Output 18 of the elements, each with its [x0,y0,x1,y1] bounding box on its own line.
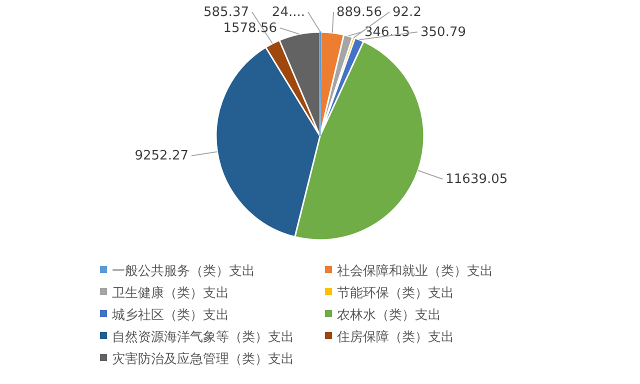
legend-label: 农林水（类）支出 [337,308,441,323]
legend-label: 住房保障（类）支出 [336,329,454,345]
data-label: 889.56 [336,5,382,20]
data-label: 346.15 [364,25,410,40]
legend-label: 社会保障和就业（类）支出 [337,264,493,279]
legend-label: 城乡社区（类）支出 [111,308,229,323]
data-label: 9252.27 [134,148,189,164]
data-label: 92.2 [392,5,422,20]
legend-label: 节能环保（类）支出 [337,286,454,301]
legend-label: 卫生健康（类）支出 [112,286,229,301]
legend-label: 一般公共服务（类）支出 [112,264,255,279]
data-label: 1578.56 [223,21,277,36]
data-label: 585.37 [204,5,249,20]
data-label: 350.79 [420,25,466,40]
legend-label: 灾害防治及应急管理（类）支出 [112,351,294,367]
data-label: 24.... [272,5,305,20]
data-label: 11639.05 [446,172,508,188]
legend-label: 自然资源海洋气象等（类）支出 [112,330,294,345]
